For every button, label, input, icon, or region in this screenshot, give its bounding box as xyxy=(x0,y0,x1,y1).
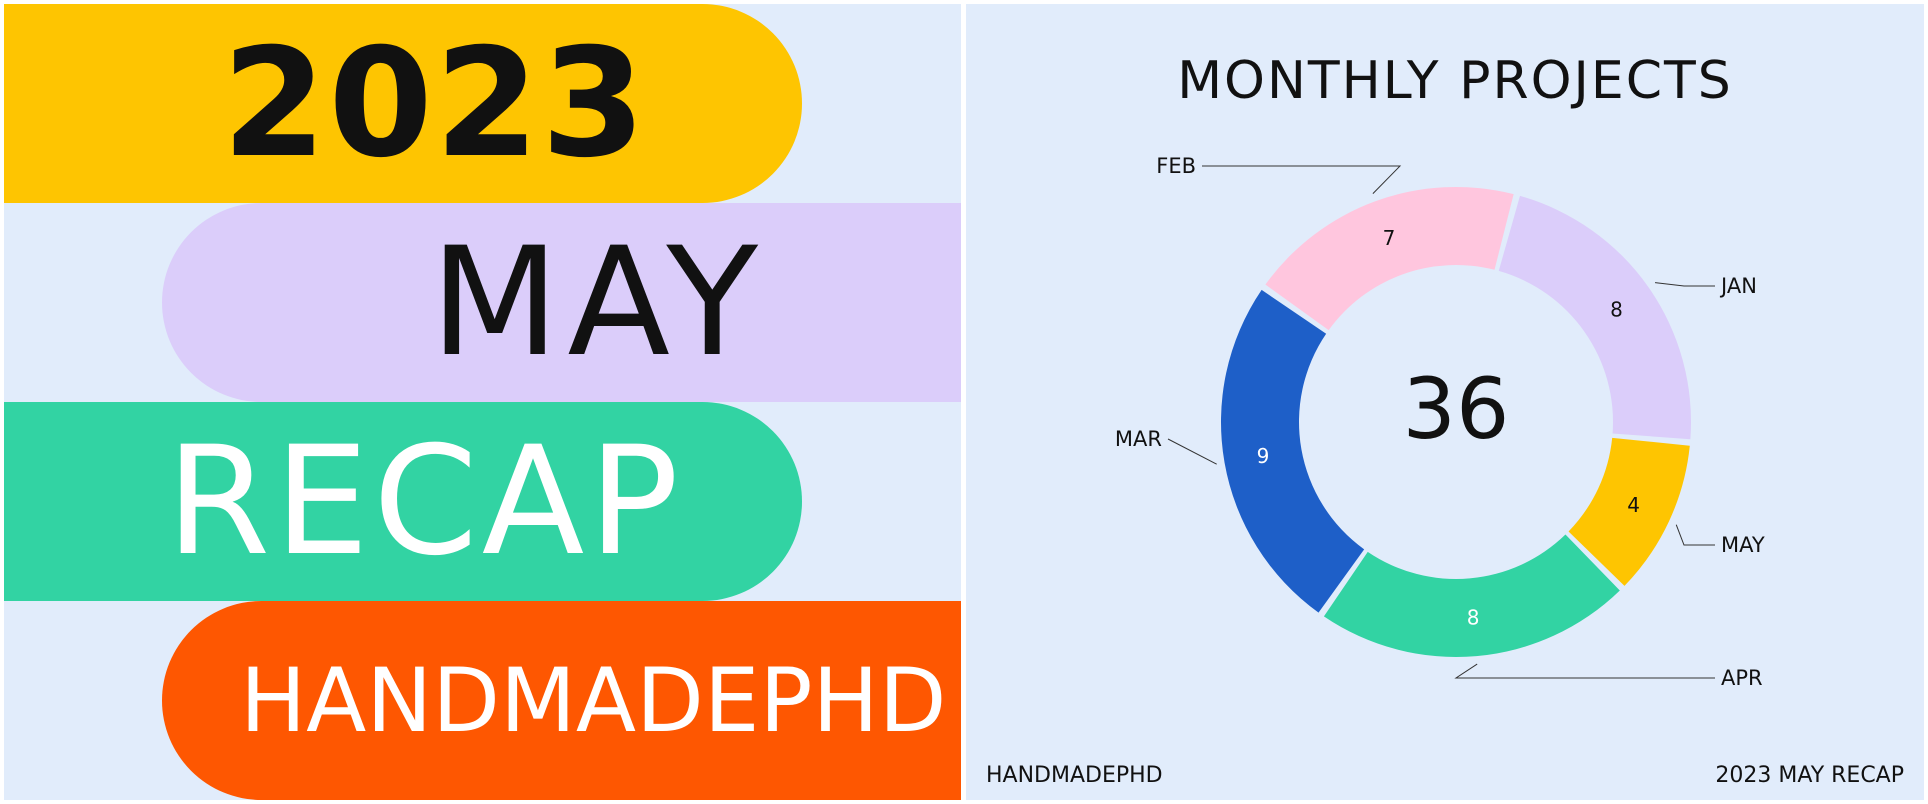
leader-line-apr xyxy=(1454,663,1715,679)
category-label-jan: JAN xyxy=(1719,274,1757,298)
value-label-feb: 7 xyxy=(1383,226,1396,250)
chart-title: MONTHLY PROJECTS xyxy=(1177,51,1733,111)
year-band: 2023 xyxy=(4,4,802,203)
brand-text: HANDMADEPHD xyxy=(240,649,947,752)
value-label-may: 4 xyxy=(1627,493,1640,517)
center-total-label: 36 xyxy=(1403,360,1510,458)
footer-recap-label: 2023 MAY RECAP xyxy=(1715,763,1904,788)
footer-brand: HANDMADEPHD xyxy=(986,763,1163,788)
slice-may xyxy=(1568,437,1690,586)
slice-apr xyxy=(1323,534,1620,657)
category-label-mar: MAR xyxy=(1115,427,1162,451)
year-text: 2023 xyxy=(222,16,648,191)
donut-chart: MONTHLY PROJECTS 8 4 8 9 7 JAN MAY APR MAR FEB 3… xyxy=(1115,51,1765,690)
slice-jan xyxy=(1498,195,1691,440)
brand-band: HANDMADEPHD xyxy=(162,601,961,800)
recap-text: RECAP xyxy=(166,414,683,589)
category-label-feb: FEB xyxy=(1156,154,1196,178)
recap-band: RECAP xyxy=(4,402,802,601)
chart-panel: MONTHLY PROJECTS 8 4 8 9 7 JAN MAY APR MAR FEB 3… xyxy=(966,4,1924,800)
leader-line-mar xyxy=(1167,438,1217,465)
value-label-apr: 8 xyxy=(1467,605,1480,629)
left-banner-panel: 2023 MAY RECAP HANDMADEPHD xyxy=(4,4,961,800)
slice-feb xyxy=(1265,187,1514,331)
value-label-mar: 9 xyxy=(1257,444,1270,468)
month-band: MAY xyxy=(162,203,961,402)
category-label-may: MAY xyxy=(1721,533,1765,557)
category-label-apr: APR xyxy=(1721,666,1763,690)
leader-line-may xyxy=(1675,524,1715,546)
slice-mar xyxy=(1221,289,1365,613)
leader-line-feb xyxy=(1202,165,1402,195)
month-text: MAY xyxy=(430,215,767,390)
value-label-jan: 8 xyxy=(1610,298,1623,322)
leader-line-jan xyxy=(1654,282,1715,287)
